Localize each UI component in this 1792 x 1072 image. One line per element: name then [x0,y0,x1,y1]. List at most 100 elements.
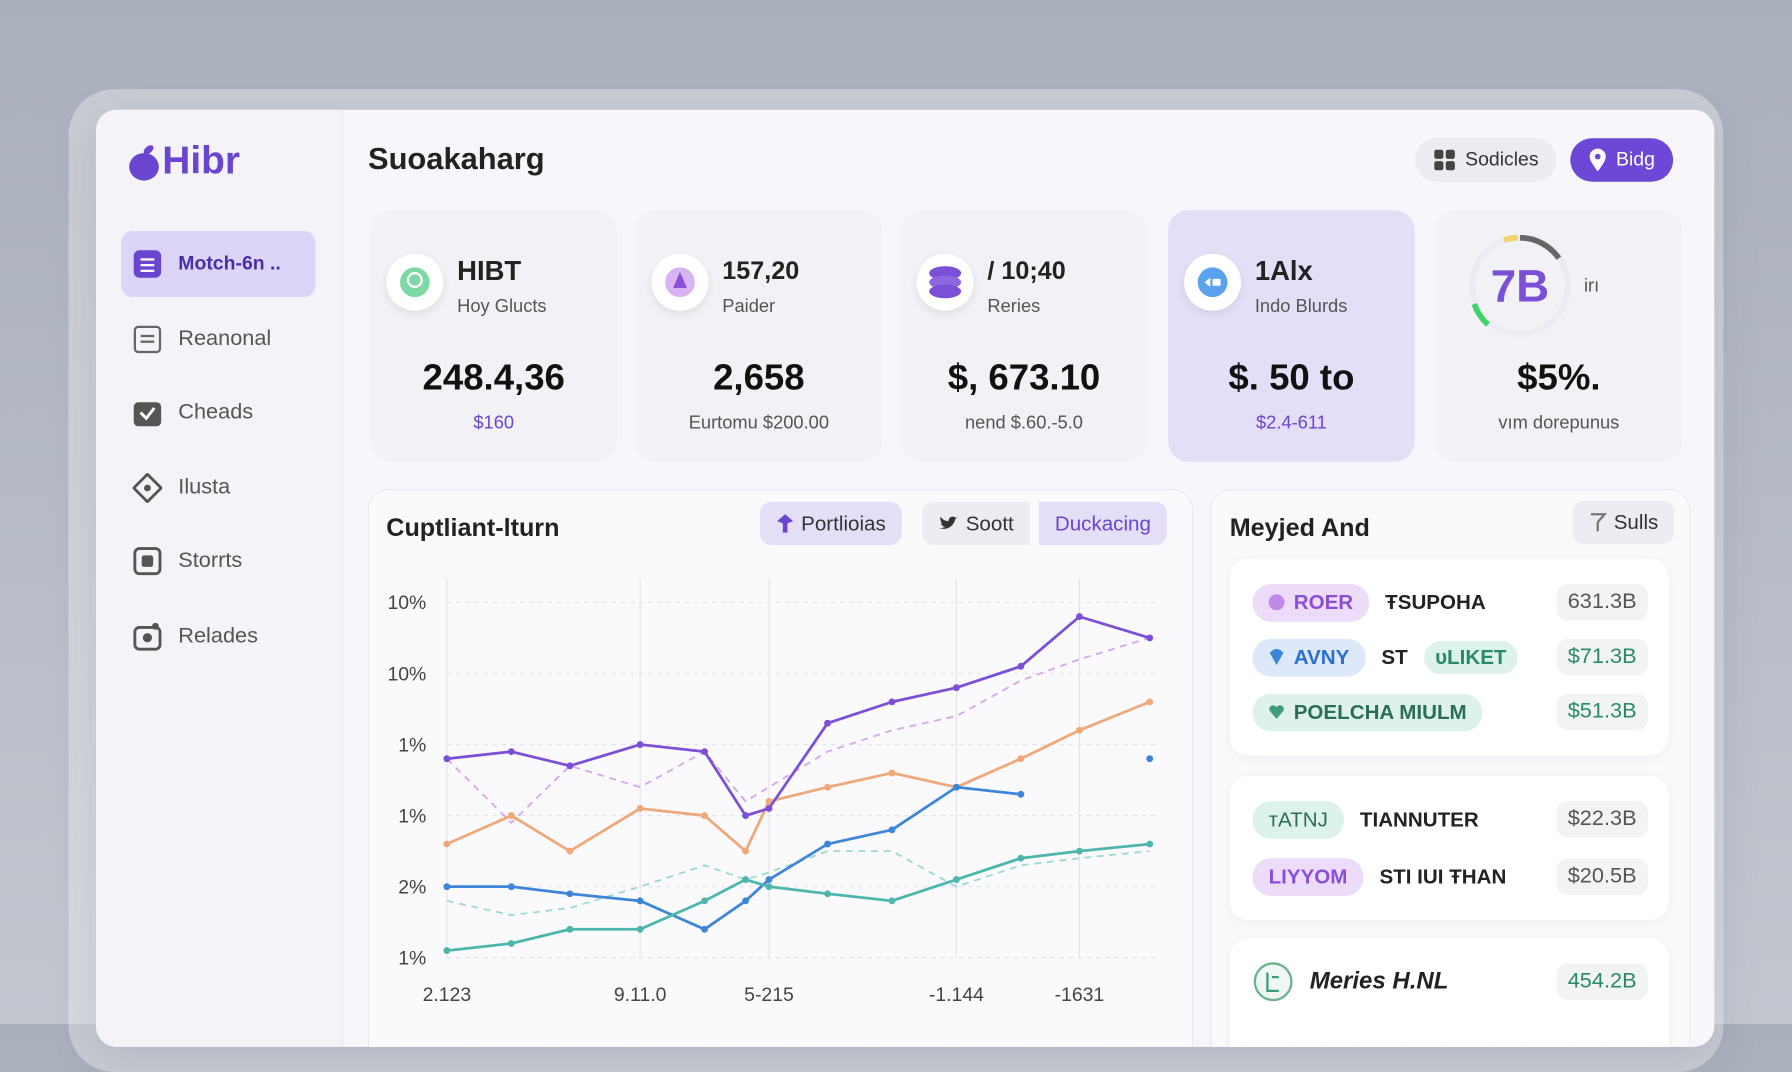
tab[interactable]: Soott [922,501,1030,546]
data-point [1146,634,1154,642]
series-line [446,842,1150,952]
stage: Hibr Motch-6n .. Reanonal Cheads Ilusta … [121,109,1691,1047]
data-point [1017,662,1025,670]
list-panel: Meyjed And Sulls ROER ŦSUPOHA 631.3B AVNY… [1210,489,1691,1047]
nav-icon [133,622,162,651]
header-button[interactable]: Bidg [1570,138,1674,182]
card-icon [651,253,709,311]
data-point [1146,840,1154,848]
panel-title: Meyjed And [1229,513,1370,542]
tab-label: Duckacing [1054,511,1151,535]
card-subtitle: irı [1583,276,1600,296]
x-tick-label: -1.144 [929,984,984,1006]
row-label: STI IUI ŦHAN [1379,864,1507,888]
data-point [701,897,708,905]
data-point [507,748,515,756]
data-point [1146,698,1154,706]
card-title: 157,20 [722,255,800,285]
app-window: Hibr Motch-6n .. Reanonal Cheads Ilusta … [95,109,1715,1047]
list-group: ᴛATNJ TIANNUTER $22.3B LIYYOM STI IUI ŦHAN… [1229,775,1669,920]
nav-item[interactable]: Ilusta [121,455,315,521]
card-value: 248.4,36 [422,356,565,398]
data-point [1075,726,1083,734]
tag: POELCHA MIULM [1252,693,1483,731]
tag: ROER [1252,583,1370,622]
data-point [888,769,896,777]
data-point [742,847,749,855]
row-label: ST [1381,645,1408,668]
row-value: 454.2B [1556,963,1648,1000]
data-point [1146,755,1154,763]
data-point [507,812,515,820]
data-point [701,748,708,756]
tab[interactable]: Duckacing [1038,501,1167,546]
list-group: ROER ŦSUPOHA 631.3B AVNY ST ᴜLIKET $71.3B P… [1229,558,1669,756]
x-tick-label: 2.123 [423,984,472,1006]
tag: LIYYOM [1252,857,1364,896]
nav-label: Ilusta [178,475,231,500]
data-point [888,698,896,706]
data-point [1017,755,1025,763]
gauge: 7B [1469,234,1571,337]
data-point [952,876,960,883]
data-point [701,812,708,820]
gauge-label: 7B [1491,261,1549,312]
data-point [443,883,451,891]
pin-icon [1589,148,1606,172]
header-button[interactable]: Sodicles [1414,138,1557,182]
data-point [824,840,831,848]
row-label: ŦSUPOHA [1385,590,1486,614]
data-point [636,805,644,812]
data-point [507,883,515,891]
row-label: Meries H.NL [1309,967,1449,995]
nav-label: Motch-6n .. [178,252,281,275]
data-point [1017,790,1025,798]
row-value: $20.5B [1556,858,1648,895]
card-title: / 10;40 [987,255,1066,285]
data-point [566,890,574,898]
data-point [888,826,896,834]
data-point [443,947,451,955]
tab-label: Portlioias [801,511,886,535]
data-point [952,684,960,692]
card-value: $. 50 to [1228,356,1355,398]
nav-item[interactable]: Cheads [121,379,315,445]
logo-icon [129,144,159,180]
data-point [765,876,773,883]
data-point [443,755,451,763]
data-point [742,897,749,905]
list-row: ROER ŦSUPOHA [1252,579,1486,625]
page: Hibr Motch-6n .. Reanonal Cheads Ilusta … [0,0,1792,1047]
data-point [824,890,831,898]
tag-label: ROER [1293,590,1354,614]
badge: ᴜLIKET [1423,640,1518,674]
nav-item[interactable]: Relades [121,603,315,669]
tag: ᴛATNJ [1252,800,1344,839]
y-tick-label: 10% [387,592,426,614]
row-icon [1253,962,1293,1002]
data-point [765,805,773,812]
nav-item[interactable]: Reanonal [121,306,315,372]
card-title: HIBT [457,255,522,287]
card-note: vım dorepunus [1498,413,1620,434]
nav-item[interactable]: Motch-6n .. [121,230,316,298]
card-icon [916,253,974,311]
card-note: nend $.60.-5.0 [965,413,1083,434]
data-point [566,925,574,933]
tab[interactable]: Portlioias [759,501,902,546]
row-label: TIANNUTER [1359,807,1479,831]
card-value: 2,658 [713,356,805,398]
data-point [566,762,574,770]
list-row: POELCHA MIULM [1252,689,1483,735]
card-icon [1183,253,1242,311]
card-icon [386,253,444,311]
button-label: Bidg [1615,148,1655,171]
x-tick-label: -1631 [1055,984,1105,1006]
data-point [888,897,896,905]
data-point [701,925,708,933]
nav-item[interactable]: Storrts [121,528,315,594]
logo-text: Hibr [162,139,240,183]
x-tick-label: 5-215 [744,984,794,1006]
stat-card: 1Alx Indo Blurds $. 50 to $2.4-611 [1167,210,1415,462]
panel-button[interactable]: Sulls [1572,500,1675,544]
